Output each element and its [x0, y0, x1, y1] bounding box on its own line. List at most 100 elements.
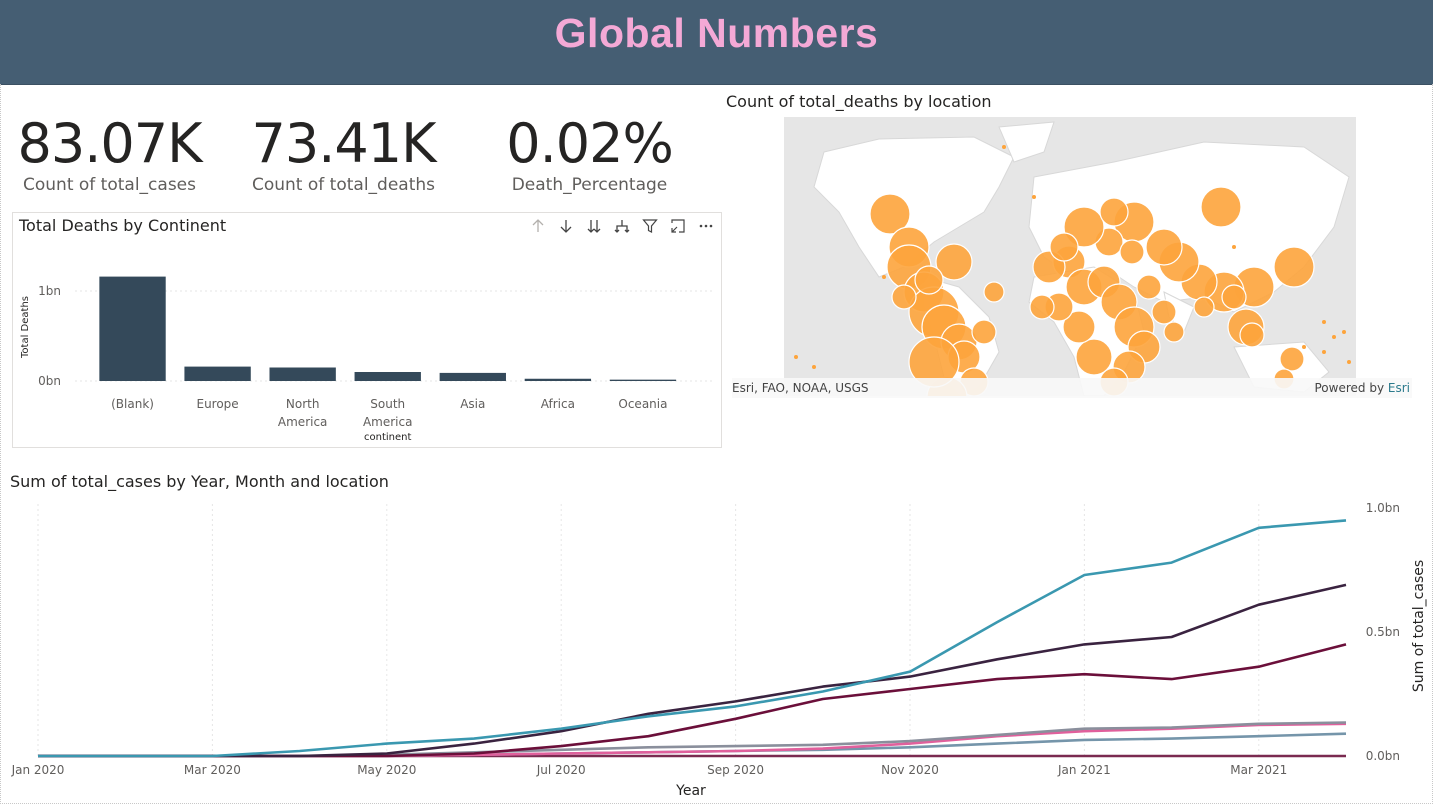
map-bubble — [1119, 239, 1145, 265]
more-options-icon[interactable] — [697, 217, 715, 235]
map-bubble — [914, 265, 944, 295]
bar-xtick-label: Oceania — [618, 397, 667, 411]
bar — [184, 366, 251, 381]
powered-by: Powered by Esri — [1315, 381, 1411, 395]
map-bubble — [812, 365, 816, 369]
double-arrow-down-icon[interactable] — [585, 217, 603, 235]
bar-chart-plot: 0bn 1bn Total Deaths (Blank) Europe North Amer… — [20, 276, 713, 443]
expand-hierarchy-icon[interactable] — [613, 217, 631, 235]
bar-xtick-label: Africa — [541, 397, 575, 411]
map-bubble — [1136, 274, 1162, 300]
line-xtick-label: Jan 2020 — [11, 763, 65, 777]
kpi-card-death-percentage[interactable]: 0.02% Death_Percentage — [492, 114, 687, 196]
visual-title: Total Deaths by Continent — [19, 216, 227, 235]
bar-xtick-label: North — [286, 397, 320, 411]
bar-ytick-label: 0bn — [38, 374, 61, 388]
bar-ytick-label: 1bn — [38, 284, 61, 298]
map-canvas — [794, 121, 1351, 396]
map-bubble — [1342, 330, 1346, 334]
map-bubble — [1302, 345, 1306, 349]
kpi-value: 0.02% — [506, 112, 674, 175]
map-title: Count of total_deaths by location — [726, 92, 992, 111]
line-chart-plot[interactable]: Jan 2020 Mar 2020 May 2020 Jul 2020 Sep 2020… — [0, 494, 1433, 804]
line-ytick-label: 1.0bn — [1366, 501, 1400, 515]
kpi-card-total-deaths[interactable]: 73.41K Count of total_deaths — [246, 114, 441, 196]
esri-link[interactable]: Esri — [1387, 381, 1410, 395]
map-bubble — [1163, 321, 1185, 343]
map-bubble — [1239, 322, 1265, 348]
line-ytick-label: 0.0bn — [1366, 749, 1400, 763]
line-xtick-label: Sep 2020 — [707, 763, 764, 777]
land-mass — [998, 121, 1055, 163]
map-bubble — [1273, 246, 1315, 288]
map-bubble — [869, 193, 911, 235]
map-bubble — [1322, 350, 1326, 354]
map-bubble — [1200, 186, 1242, 228]
map-bubble — [882, 275, 886, 279]
bar-xtick-label: Asia — [460, 397, 485, 411]
line-xtick-label: Mar 2021 — [1230, 763, 1287, 777]
bar — [524, 378, 592, 381]
map-bubble — [1279, 346, 1305, 372]
bar — [99, 276, 166, 381]
map-bubble — [1032, 195, 1036, 199]
map-bubble — [1347, 360, 1351, 364]
report-header: Global Numbers — [0, 0, 1433, 85]
kpi-label: Count of total_cases — [23, 175, 196, 195]
bar — [269, 367, 336, 381]
line-xtick-label: May 2020 — [357, 763, 416, 777]
map-bubble — [935, 243, 973, 281]
line-chart-title: Sum of total_cases by Year, Month and lo… — [10, 472, 389, 491]
line-series — [38, 519, 1347, 758]
kpi-label: Count of total_deaths — [251, 175, 435, 195]
bar-xtick-label: (Blank) — [111, 397, 154, 411]
bar-ylabel: Total Deaths — [20, 296, 31, 359]
filter-icon[interactable] — [641, 217, 659, 235]
land-mass — [813, 136, 1015, 278]
kpi-value: 83.07K — [17, 112, 202, 175]
bar — [354, 372, 421, 381]
visual-header-toolbar — [529, 217, 715, 235]
kpi-label: Death_Percentage — [511, 175, 668, 195]
bar-xtick-label: South — [370, 397, 405, 411]
line-ylabel: Sum of total_cases — [1411, 560, 1427, 692]
map-bubble — [891, 284, 917, 310]
line-xtick-label: Mar 2020 — [184, 763, 241, 777]
map-bubble — [971, 319, 997, 345]
map-bubble — [1221, 284, 1247, 310]
line-xlabel: Year — [675, 783, 706, 799]
map-bubble — [1075, 338, 1113, 376]
line-series — [38, 583, 1347, 758]
line-xtick-label: Jul 2020 — [536, 763, 586, 777]
map-bubble — [1029, 294, 1055, 320]
page-title: Global Numbers — [554, 10, 879, 56]
bar-xtick-label: Europe — [196, 397, 238, 411]
focus-mode-icon[interactable] — [669, 217, 687, 235]
map-bubble — [1232, 245, 1236, 249]
bar-xtick-label: America — [278, 415, 328, 429]
powered-by-label: Powered by — [1314, 381, 1385, 395]
map-bubble — [1049, 232, 1079, 262]
map-bubble — [1151, 299, 1177, 325]
line-ytick-label: 0.5bn — [1366, 625, 1400, 639]
line-xtick-label: Nov 2020 — [881, 763, 939, 777]
map-bubble — [1193, 296, 1215, 318]
arrow-up-icon[interactable] — [529, 217, 547, 235]
map-bubble — [1062, 310, 1096, 344]
arrow-down-icon[interactable] — [557, 217, 575, 235]
kpi-value: 73.41K — [251, 112, 436, 175]
world-bubble-map[interactable] — [784, 117, 1356, 396]
map-attribution: Esri, FAO, NOAA, USGS — [732, 381, 869, 395]
total-deaths-by-continent-visual[interactable]: Total Deaths by Continent 0bn 1bn Total De… — [12, 212, 722, 448]
line-xtick-label: Jan 2021 — [1057, 763, 1111, 777]
map-bubble — [1332, 335, 1336, 339]
bar-xtick-label: America — [363, 415, 413, 429]
map-bubble — [983, 281, 1005, 303]
bar — [609, 379, 677, 381]
bar — [439, 372, 506, 381]
map-bubble — [1099, 197, 1129, 227]
map-bubble — [1322, 320, 1326, 324]
kpi-card-total-cases[interactable]: 83.07K Count of total_cases — [12, 114, 207, 196]
map-bubble — [1145, 228, 1183, 266]
map-attribution-bar: Esri, FAO, NOAA, USGS Powered by Esri — [732, 378, 1412, 398]
